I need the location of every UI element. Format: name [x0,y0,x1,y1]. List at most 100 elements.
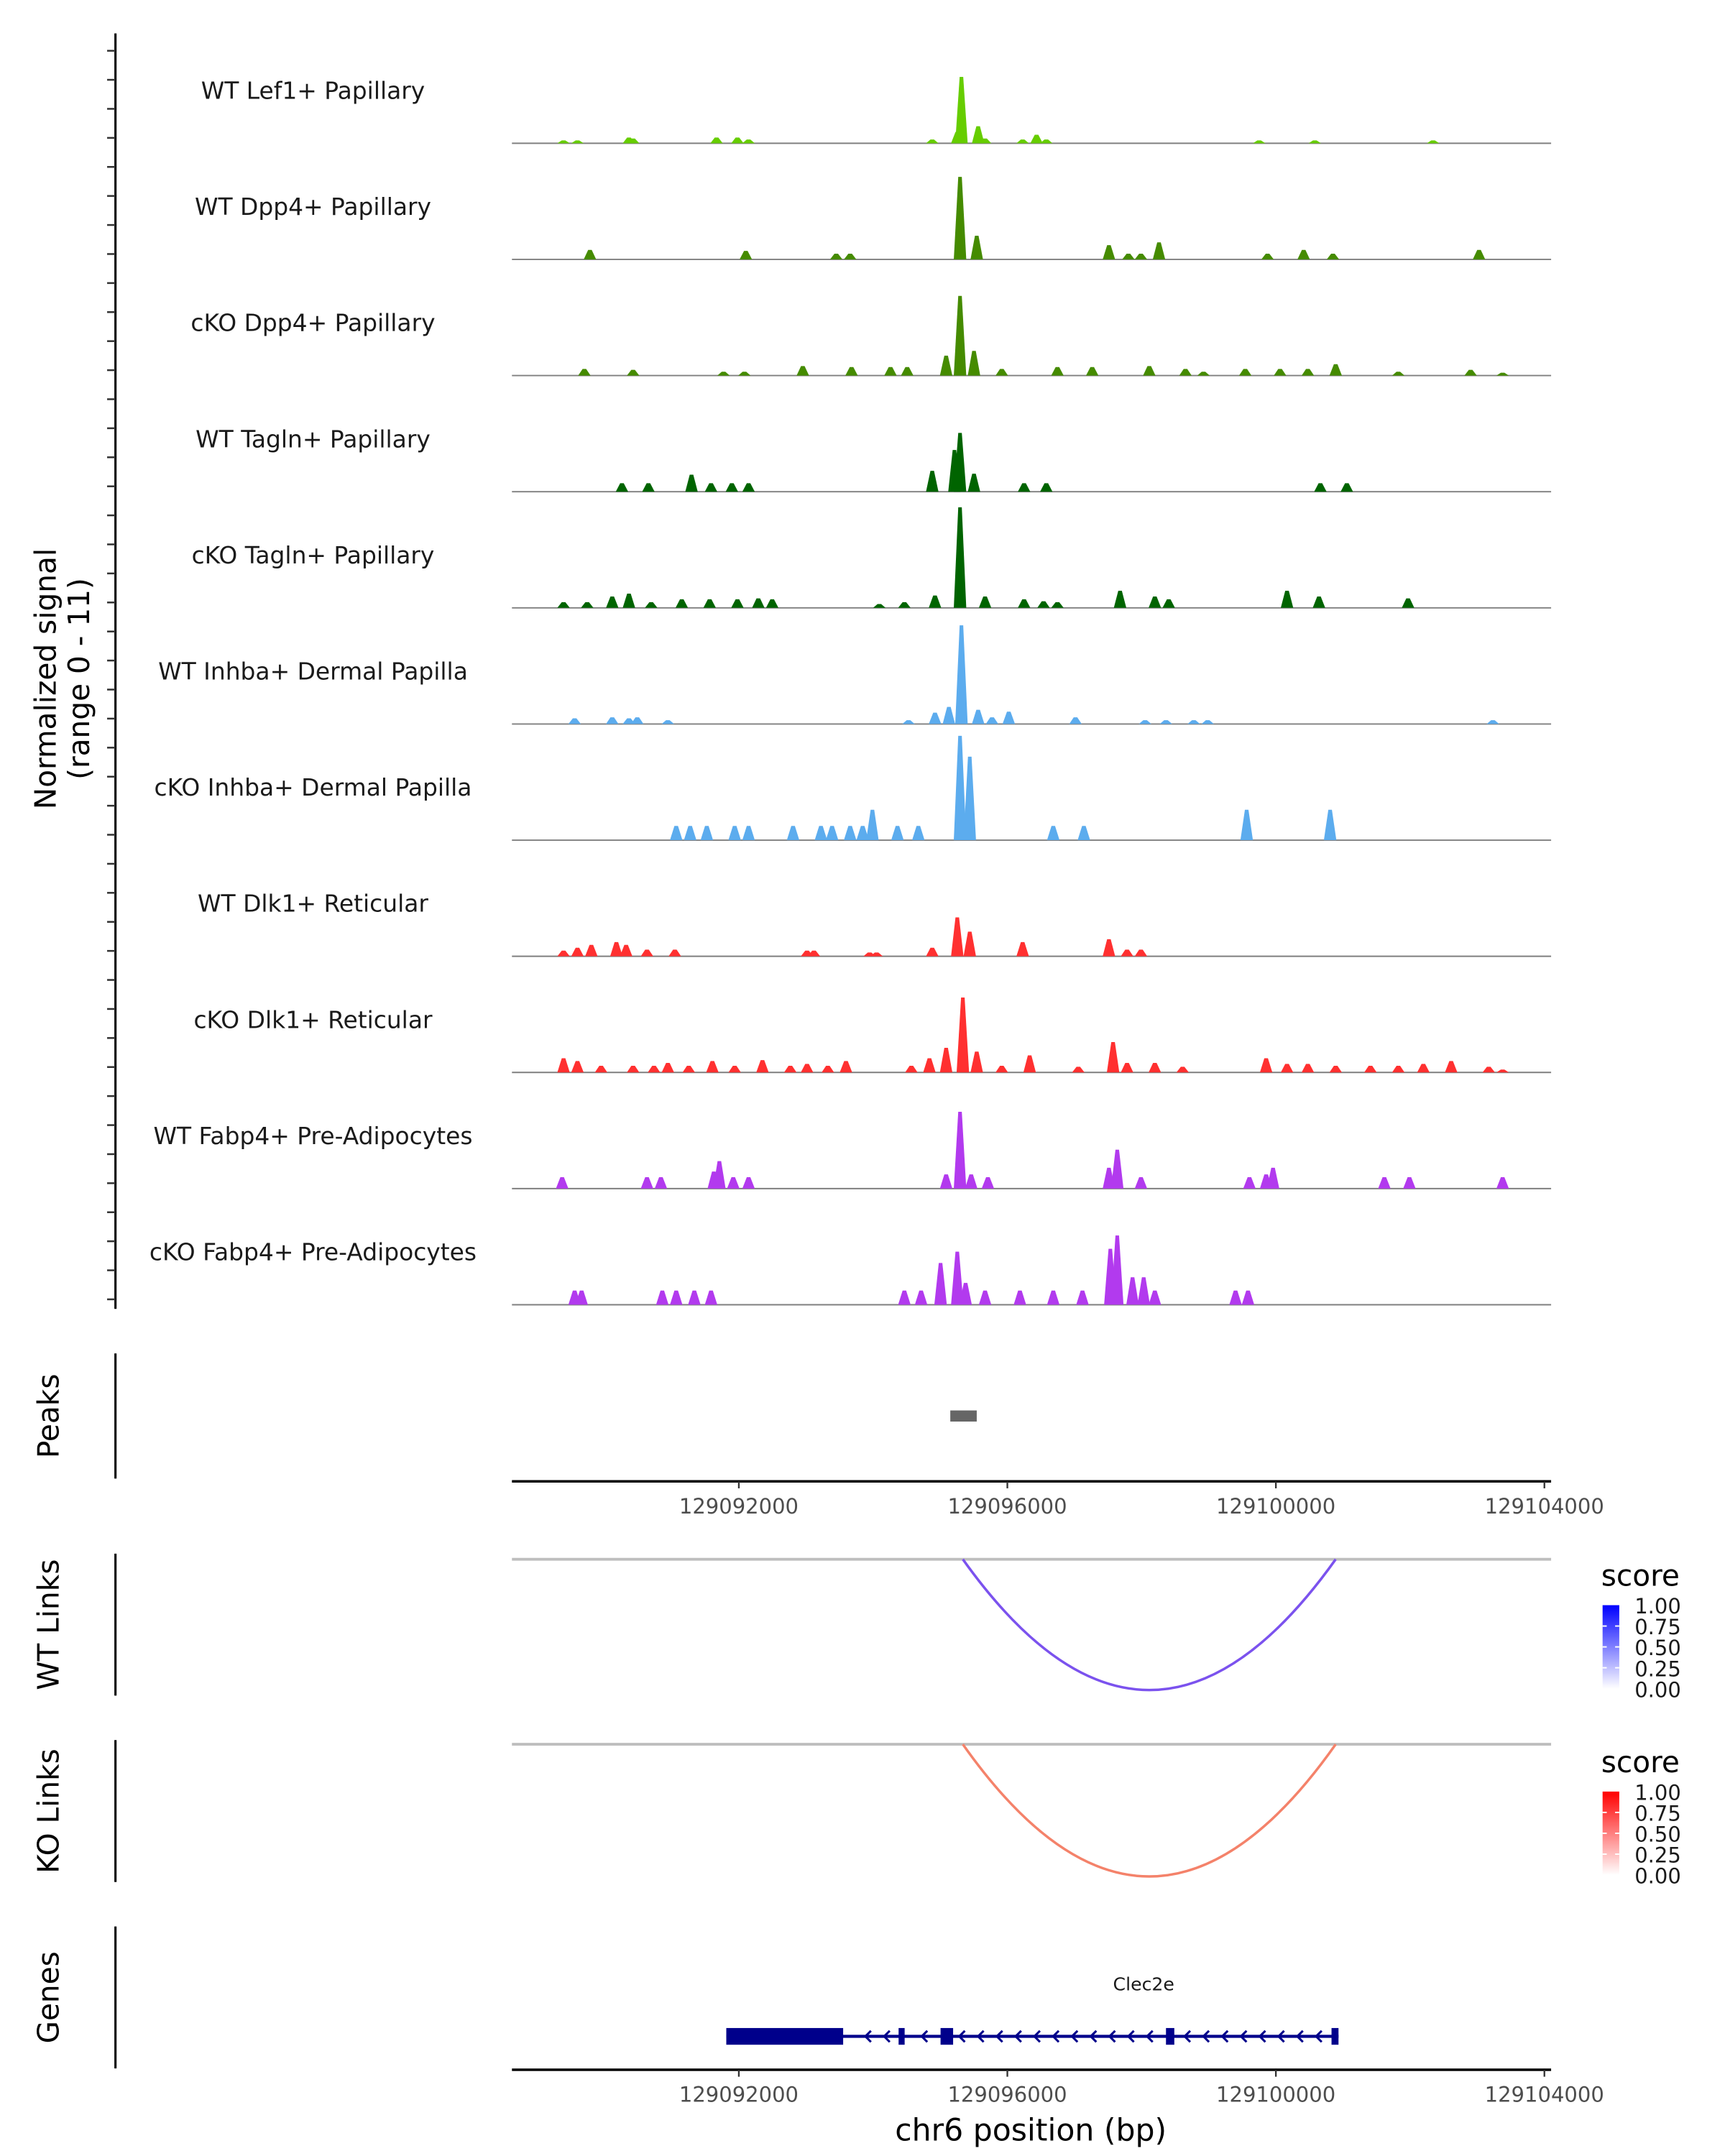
signal-peak [926,947,939,957]
track-4: cKO Tagln+ Papillary [192,507,1552,609]
signal-peak [978,1290,992,1305]
signal-peak [584,249,597,259]
signal-peak [1176,1067,1190,1073]
signal-peak [1162,599,1175,608]
signal-peak [1403,1177,1416,1189]
signal-peak [1110,1235,1124,1305]
signal-peak [731,137,744,144]
signal-peak [594,1066,607,1073]
signal-peak [688,1290,701,1305]
signal-peak [1340,483,1353,492]
signal-peak [1051,367,1064,376]
signal-peak [814,826,827,841]
legend-tick-label: 0.50 [1634,1823,1681,1847]
legend-tick-label: 0.25 [1634,1657,1681,1681]
gene-exon [1331,2027,1339,2045]
peaks-panel: Peaks [31,1353,977,1479]
legend-tick-label: 0.00 [1634,1677,1681,1702]
strand-arrow [1295,2030,1304,2043]
wt-legend-title: score [1601,1558,1680,1593]
signal-peak [1018,483,1031,492]
signal-peak [954,76,968,144]
peak-regions [950,1410,977,1422]
signal-peak [967,474,980,492]
signal-peak [1301,1064,1315,1073]
signal-peak [926,471,939,492]
signal-peak [1037,601,1050,608]
signal-peak [901,367,914,376]
signal-peak [1179,369,1192,376]
signal-peak [585,944,598,957]
signal-peak [970,235,983,259]
legend-tick-label: 0.00 [1634,1864,1681,1889]
gene-name: Clec2e [1113,1974,1174,1995]
signal-peak [954,433,967,492]
x-axis-bottom: 129092000 129096000 129100000 129104000 [512,2068,1604,2107]
signal-peak [571,140,584,144]
signal-peak [1364,1066,1377,1073]
signal-peak [1473,249,1486,259]
signal-peak [1106,1042,1120,1073]
signal-peak [1314,483,1327,492]
signal-peak [684,826,696,841]
ko-link-arc [962,1743,1337,1878]
x-tick-label: 129092000 [679,1494,799,1519]
signal-peak [1229,1290,1242,1305]
signal-peak [622,594,635,608]
signal-peak [738,372,751,376]
signal-peak [1134,1177,1148,1189]
signal-peak [786,826,800,841]
signal-peak [1030,134,1043,144]
gene-models: Clec2e [726,1974,1339,2045]
signal-peak [700,826,714,841]
signal-peak [978,596,992,608]
signal-peak [578,369,591,376]
signal-peak [1427,140,1440,144]
track-3: WT Tagln+ Papillary [196,425,1552,493]
signal-peak [627,138,640,144]
signal-peak [954,735,967,841]
signal-peak [1046,826,1060,841]
signal-peak [951,1251,964,1305]
track-8: cKO Dlk1+ Reticular [193,998,1552,1074]
signal-peak [568,718,581,724]
signal-peak [829,254,843,259]
signal-peak [1392,1066,1405,1073]
signal-peak [939,1047,953,1073]
signal-peak [1266,1167,1279,1189]
signal-peak [1134,949,1148,957]
gene-exon [1166,2027,1174,2045]
track-label: cKO Dpp4+ Papillary [190,309,435,337]
legend-tick-label: 0.75 [1634,1615,1681,1639]
signal-peak [929,595,942,608]
ko-score-legend: score 1.000.750.500.250.00 [1601,1745,1681,1889]
signal-peak [1482,1067,1495,1073]
signal-peak [1243,1177,1256,1189]
track-label: WT Fabp4+ Pre-Adipocytes [153,1122,472,1150]
signal-peak [654,1177,668,1189]
signal-peak [648,1066,661,1073]
signal-peak [717,372,730,376]
strand-arrow [1276,2030,1285,2043]
signal-peak [1197,372,1210,376]
signal-peak [557,1058,570,1073]
signal-peak [1402,598,1414,608]
signal-peak [1329,1066,1343,1073]
signal-peak [967,351,980,376]
strand-arrow [1108,2030,1116,2043]
signal-peak [963,931,976,957]
strand-arrow [1202,2030,1210,2043]
signal-peak [807,950,821,957]
signal-peak [1016,139,1029,144]
legend-tick-label: 0.25 [1634,1843,1681,1868]
signal-peak [1496,372,1509,376]
signal-peak [1040,483,1053,492]
x-tick-label: 129100000 [1216,2083,1335,2107]
signal-peak [939,1174,953,1189]
wt-link-arc [962,1558,1337,1692]
signal-peak [1137,1277,1150,1305]
y-axis-title-line1: Normalized signal [28,548,63,809]
signal-peak [1240,809,1254,841]
track-9: WT Fabp4+ Pre-Adipocytes [153,1111,1552,1189]
track-0: WT Lef1+ Papillary [201,76,1552,144]
